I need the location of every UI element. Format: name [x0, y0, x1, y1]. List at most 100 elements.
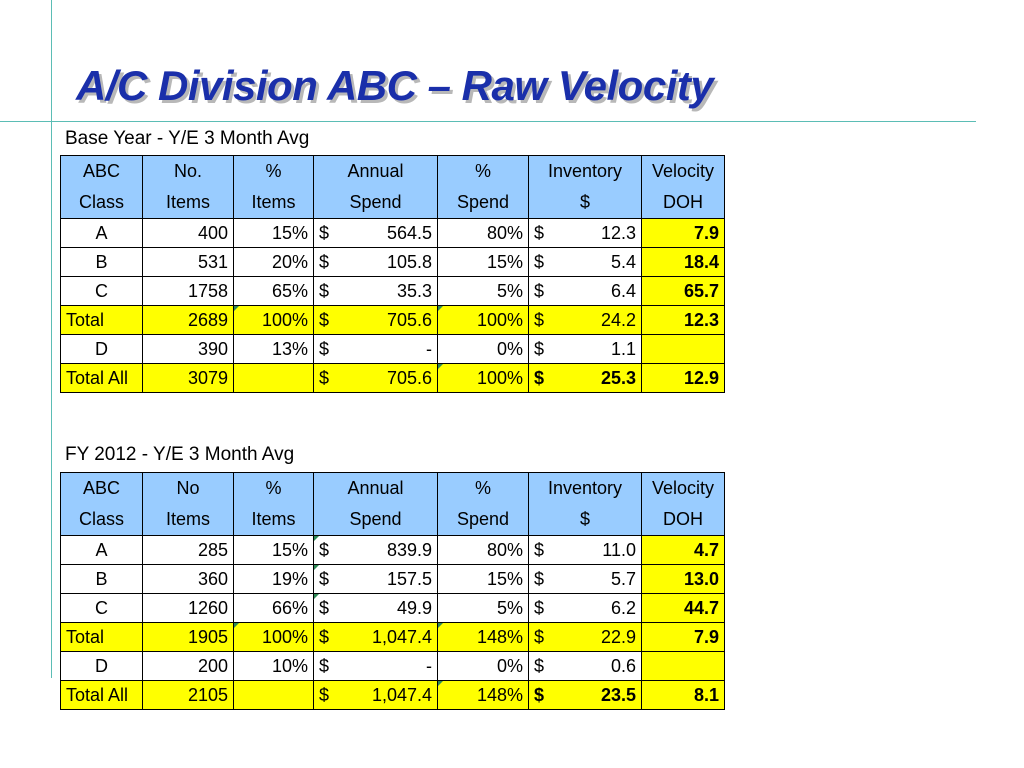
currency-symbol: $	[319, 309, 330, 330]
class-cell: B	[60, 564, 143, 594]
column-header: Spend	[437, 187, 529, 219]
column-header: Inventory	[528, 472, 642, 504]
currency-symbol: $	[319, 338, 330, 359]
column-header: Class	[60, 187, 143, 219]
table-row: D 200 10% $ -0% $0.6	[60, 651, 725, 681]
column-header: $	[528, 504, 642, 536]
items-cell: 390	[142, 334, 234, 364]
class-cell: B	[60, 247, 143, 277]
annual-spend-cell: $705.6	[313, 305, 438, 335]
pct-items-cell: 15%	[233, 218, 314, 248]
pct-spend-cell: 15%	[437, 247, 529, 277]
currency-symbol: $	[534, 684, 545, 705]
pct-items-cell: 66%	[233, 593, 314, 623]
annual-spend-cell: $ -	[313, 334, 438, 364]
column-header: Spend	[313, 504, 438, 536]
inventory-value: 23.5	[600, 684, 636, 705]
inventory-value: 5.7	[610, 568, 636, 589]
currency-symbol: $	[534, 251, 545, 272]
pct-spend-cell: 100%	[437, 363, 529, 393]
velocity-doh-cell: 65.7	[641, 276, 725, 306]
spend-value: 105.8	[386, 251, 432, 272]
spend-value: -	[426, 655, 432, 676]
table-row: D 390 13% $ -0% $1.1	[60, 334, 725, 364]
spend-value: -	[426, 338, 432, 359]
annual-spend-cell: $839.9	[313, 535, 438, 565]
spend-value: 839.9	[386, 539, 432, 560]
column-header: DOH	[641, 187, 725, 219]
velocity-doh-cell	[641, 651, 725, 681]
spend-value: 705.6	[386, 367, 432, 388]
pct-spend-cell: 148%	[437, 680, 529, 710]
pct-spend-cell: 100%	[437, 305, 529, 335]
velocity-doh-cell: 12.3	[641, 305, 725, 335]
velocity-doh-cell: 44.7	[641, 593, 725, 623]
items-cell: 1905	[142, 622, 234, 652]
table-row: C 1758 65% $35.3 5% $6.4 65.7	[60, 276, 725, 306]
currency-symbol: $	[319, 655, 330, 676]
inventory-cell: $12.3	[528, 218, 642, 248]
pct-items-cell: 19%	[233, 564, 314, 594]
annual-spend-cell: $1,047.4	[313, 622, 438, 652]
total-row: Total All 2105 $1,047.4 148% $23.5 8.1	[60, 680, 725, 710]
currency-symbol: $	[319, 222, 330, 243]
currency-symbol: $	[534, 626, 545, 647]
pct-items-cell: 100%	[233, 305, 314, 335]
class-cell: Total All	[60, 680, 143, 710]
velocity-doh-cell: 18.4	[641, 247, 725, 277]
pct-spend-cell: 15%	[437, 564, 529, 594]
pct-items-cell: 15%	[233, 535, 314, 565]
pct-spend-cell: 0%	[437, 651, 529, 681]
inventory-cell: $6.2	[528, 593, 642, 623]
items-cell: 360	[142, 564, 234, 594]
annual-spend-cell: $49.9	[313, 593, 438, 623]
column-header: No	[142, 472, 234, 504]
column-header: %	[437, 472, 529, 504]
horizontal-rule	[0, 121, 976, 122]
inventory-value: 6.4	[610, 280, 636, 301]
total-row: Total 2689 100% $705.6 100% $24.2 12.3	[60, 305, 725, 335]
currency-symbol: $	[319, 626, 330, 647]
slide-title: A/C Division ABC – Raw Velocity	[76, 62, 714, 109]
column-header: $	[528, 187, 642, 219]
class-cell: A	[60, 535, 143, 565]
pct-items-cell: 13%	[233, 334, 314, 364]
currency-symbol: $	[534, 222, 545, 243]
spend-value: 564.5	[386, 222, 432, 243]
currency-symbol: $	[534, 568, 545, 589]
inventory-value: 24.2	[600, 309, 636, 330]
class-cell: D	[60, 651, 143, 681]
table1-caption: Base Year - Y/E 3 Month Avg	[65, 128, 310, 149]
pct-items-cell: 100%	[233, 622, 314, 652]
table2-caption: FY 2012 - Y/E 3 Month Avg	[65, 444, 295, 465]
currency-symbol: $	[319, 251, 330, 272]
currency-symbol: $	[534, 597, 545, 618]
items-cell: 2105	[142, 680, 234, 710]
inventory-cell: $0.6	[528, 651, 642, 681]
currency-symbol: $	[319, 597, 330, 618]
column-header: Spend	[437, 504, 529, 536]
class-cell: D	[60, 334, 143, 364]
pct-spend-cell: 5%	[437, 593, 529, 623]
items-cell: 400	[142, 218, 234, 248]
currency-symbol: $	[534, 367, 545, 388]
header-row: ABC No.% Annual% Inventory Velocity	[60, 155, 725, 187]
spend-value: 705.6	[386, 309, 432, 330]
currency-symbol: $	[319, 684, 330, 705]
currency-symbol: $	[534, 309, 545, 330]
currency-symbol: $	[534, 280, 545, 301]
pct-items-cell	[233, 363, 314, 393]
column-header: Annual	[313, 472, 438, 504]
items-cell: 1758	[142, 276, 234, 306]
annual-spend-cell: $157.5	[313, 564, 438, 594]
currency-symbol: $	[319, 539, 330, 560]
inventory-value: 25.3	[600, 367, 636, 388]
class-cell: Total	[60, 305, 143, 335]
column-header: Annual	[313, 155, 438, 187]
table-row: A 400 15% $564.5 80% $12.3 7.9	[60, 218, 725, 248]
header-row: Class Items Items Spend Spend $ DOH	[60, 187, 725, 219]
column-header: %	[233, 155, 314, 187]
annual-spend-cell: $105.8	[313, 247, 438, 277]
velocity-doh-cell: 7.9	[641, 622, 725, 652]
table-row: A 285 15% $839.9 80% $11.0 4.7	[60, 535, 725, 565]
